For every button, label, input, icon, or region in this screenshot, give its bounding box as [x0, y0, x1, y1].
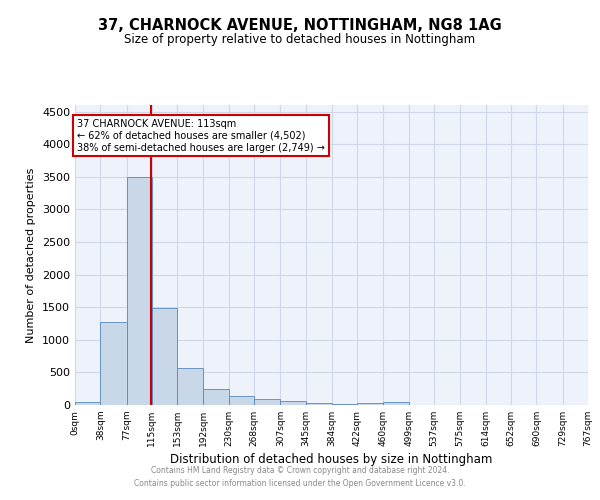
Bar [306, 403, 332, 405]
X-axis label: Distribution of detached houses by size in Nottingham: Distribution of detached houses by size … [170, 453, 493, 466]
Bar [100, 322, 127, 405]
Bar [254, 399, 280, 405]
Bar [280, 402, 306, 405]
Bar [357, 402, 383, 405]
Y-axis label: Number of detached properties: Number of detached properties [26, 168, 37, 342]
Text: 37, CHARNOCK AVENUE, NOTTINGHAM, NG8 1AG: 37, CHARNOCK AVENUE, NOTTINGHAM, NG8 1AG [98, 18, 502, 32]
Bar [383, 402, 409, 405]
Bar [229, 396, 254, 405]
Bar [127, 176, 152, 405]
Bar [332, 404, 357, 405]
Text: 37 CHARNOCK AVENUE: 113sqm
← 62% of detached houses are smaller (4,502)
38% of s: 37 CHARNOCK AVENUE: 113sqm ← 62% of deta… [77, 120, 325, 152]
Bar [75, 402, 100, 405]
Text: Contains HM Land Registry data © Crown copyright and database right 2024.
Contai: Contains HM Land Registry data © Crown c… [134, 466, 466, 487]
Bar [203, 388, 229, 405]
Text: Size of property relative to detached houses in Nottingham: Size of property relative to detached ho… [124, 32, 476, 46]
Bar [178, 368, 203, 405]
Bar [152, 308, 178, 405]
